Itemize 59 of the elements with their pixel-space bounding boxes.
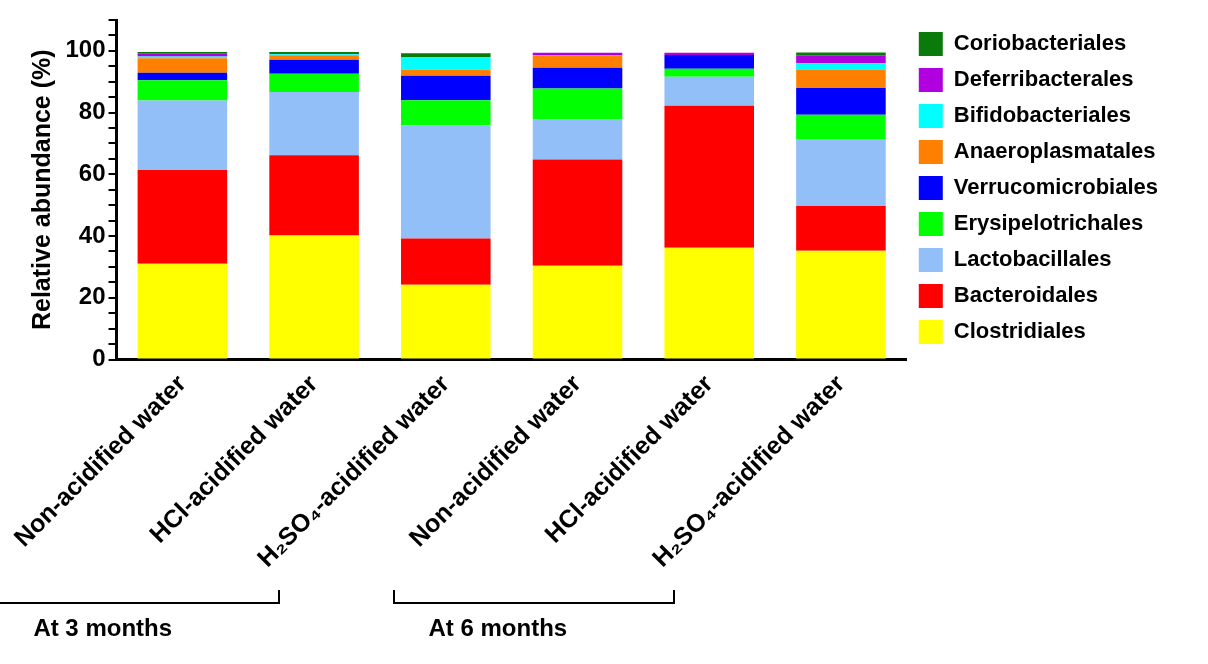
bar (137, 58, 228, 73)
bar (664, 52, 755, 55)
bar (401, 53, 491, 58)
y-tick-label: 100 (65, 35, 106, 63)
bar (664, 105, 755, 248)
bar (796, 52, 886, 56)
bar (796, 69, 886, 88)
y-tick-label: 20 (78, 282, 106, 310)
bar (401, 100, 491, 126)
bar (664, 247, 755, 359)
legend-label: Clostridiales (953, 318, 1086, 344)
legend-label: Bifidobacteriales (953, 102, 1132, 128)
bar (664, 54, 755, 69)
bar (532, 55, 623, 68)
bar (664, 68, 755, 77)
bar (532, 265, 623, 359)
legend-label: Lactobacillales (953, 246, 1112, 272)
bar (532, 159, 623, 266)
bar (796, 63, 886, 70)
bar (532, 88, 623, 120)
bar (796, 55, 886, 64)
bar (796, 139, 886, 207)
bar (269, 91, 359, 156)
bar (269, 55, 359, 60)
bar (664, 76, 755, 106)
y-tick-label: 60 (78, 158, 106, 186)
bar (401, 57, 491, 70)
y-tick-label: 0 (92, 344, 106, 372)
bar (401, 75, 491, 101)
bar (401, 125, 491, 239)
legend-label: Coriobacteriales (953, 30, 1127, 56)
legend-label: Bacteroidales (953, 282, 1099, 308)
legend-label: Deferribacterales (953, 66, 1134, 92)
bar (137, 263, 228, 359)
bar (137, 80, 228, 101)
bar (137, 72, 228, 81)
bar (269, 155, 359, 236)
bar (137, 100, 228, 170)
bar (401, 238, 491, 285)
bar (401, 284, 491, 359)
bar (269, 59, 359, 74)
y-tick-label: 80 (78, 97, 106, 125)
bar (796, 250, 886, 359)
legend-label: Verrucomicrobiales (953, 174, 1159, 200)
bar (269, 235, 359, 359)
y-tick-label: 40 (78, 220, 106, 248)
text: At 6 months (428, 614, 568, 642)
bar (796, 114, 886, 140)
text: At 3 months (33, 614, 173, 642)
y-axis-title: Relative abundance (%) (27, 49, 56, 331)
bar (532, 119, 623, 160)
bar (796, 206, 886, 251)
bar (796, 87, 886, 115)
bar (401, 69, 491, 76)
bar (137, 170, 228, 264)
bar (532, 67, 623, 89)
bar (269, 73, 359, 92)
legend-label: Anaeroplasmatales (953, 138, 1156, 164)
legend-label: Erysipelotrichales (953, 210, 1144, 236)
